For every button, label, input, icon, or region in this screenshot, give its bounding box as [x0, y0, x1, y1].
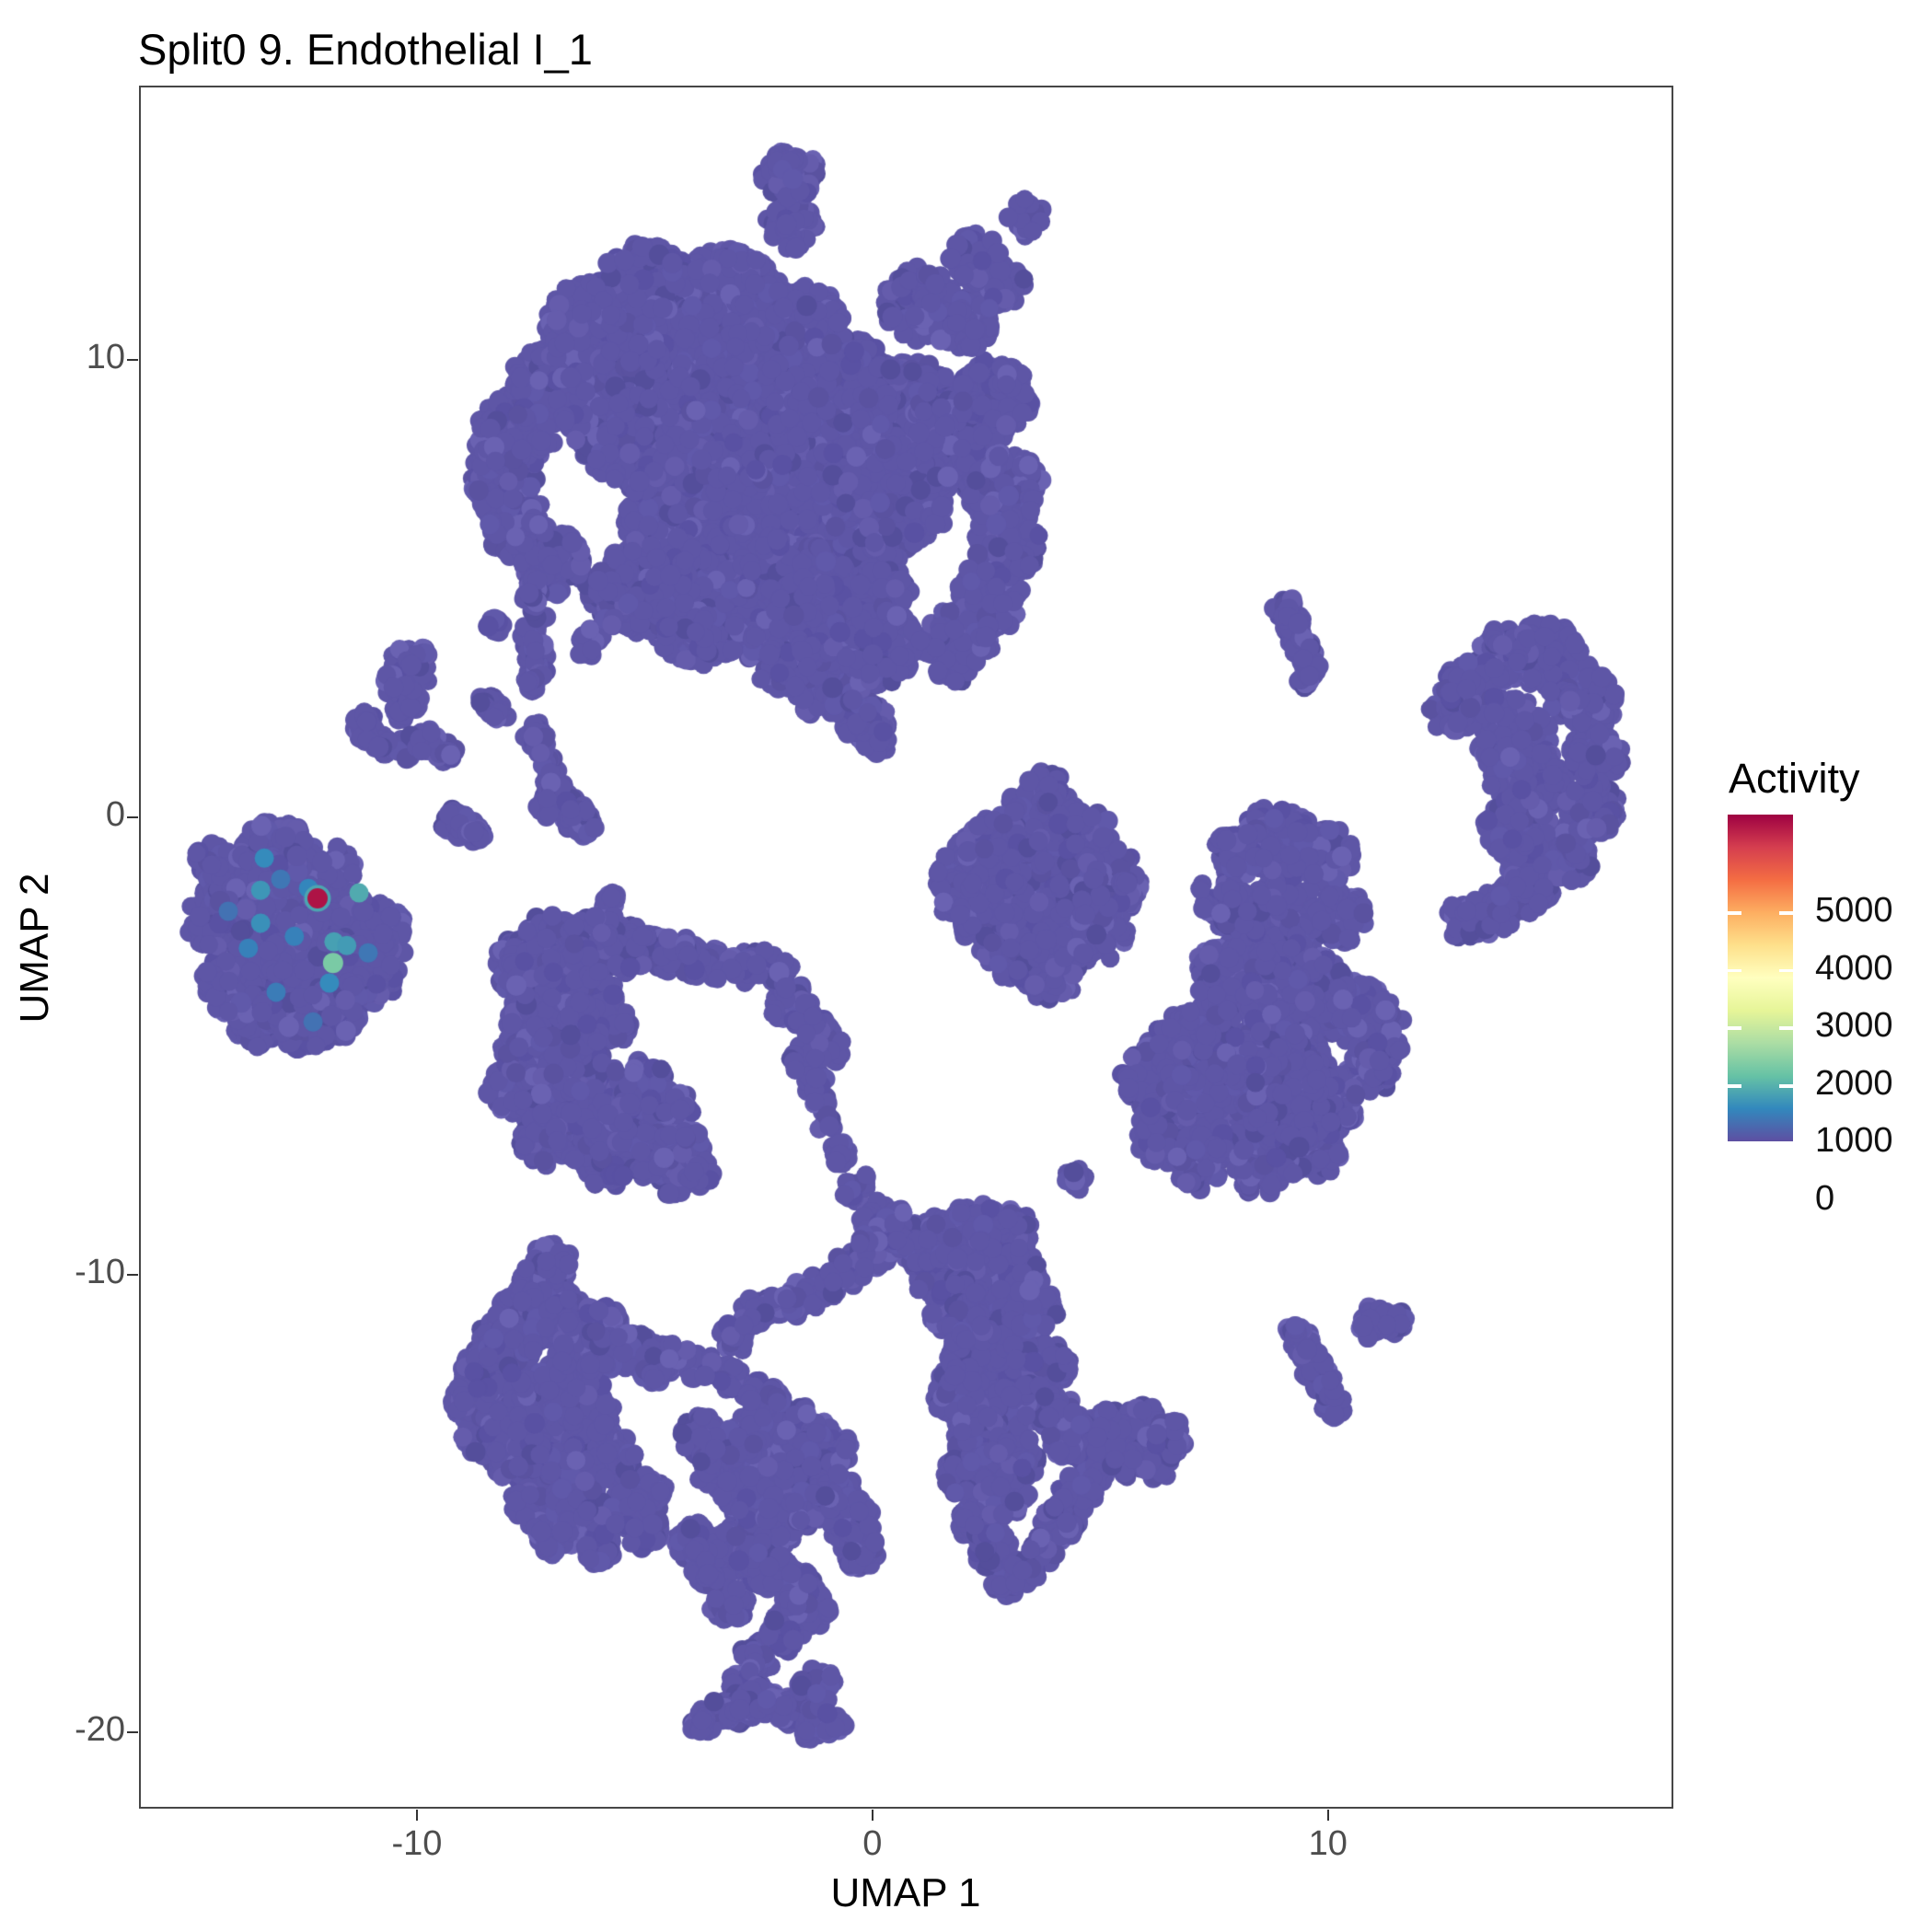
legend-label: 5000	[1815, 890, 1893, 930]
legend-tick-mark	[1779, 1199, 1793, 1203]
y-tick-mark	[127, 1273, 138, 1277]
legend-tick-mark	[1779, 968, 1793, 973]
legend-tick-mark	[1728, 1141, 1741, 1146]
y-tick-label: 0	[105, 795, 125, 835]
legend-tick-mark	[1779, 1141, 1793, 1146]
legend-tick-mark	[1779, 1084, 1793, 1088]
x-axis-title: UMAP 1	[830, 1870, 981, 1915]
legend-label: 2000	[1815, 1063, 1893, 1103]
legend-tick-mark	[1779, 1026, 1793, 1030]
legend-tick-mark	[1779, 911, 1793, 915]
legend-colorbar	[1728, 815, 1793, 1141]
legend-tick-mark	[1728, 911, 1741, 915]
umap-scatter-canvas	[139, 86, 1673, 1809]
x-tick-mark	[415, 1810, 419, 1821]
legend-label: 0	[1815, 1179, 1835, 1218]
y-tick-mark	[127, 1730, 138, 1734]
x-tick-label: 10	[1308, 1824, 1348, 1863]
legend-label: 4000	[1815, 948, 1893, 988]
y-tick-label: 10	[86, 338, 125, 377]
x-tick-label: -10	[391, 1824, 443, 1863]
legend-title: Activity	[1729, 755, 1860, 802]
x-tick-label: 0	[862, 1824, 883, 1863]
legend-label: 1000	[1815, 1121, 1893, 1161]
legend-tick-mark	[1728, 968, 1741, 973]
y-tick-mark	[127, 358, 138, 362]
legend-tick-mark	[1728, 1084, 1741, 1088]
y-tick-label: -20	[75, 1710, 125, 1749]
legend-tick-mark	[1728, 1199, 1741, 1203]
legend-tick-mark	[1728, 1026, 1741, 1030]
x-tick-mark	[871, 1810, 874, 1821]
legend-label: 3000	[1815, 1006, 1893, 1046]
x-tick-mark	[1326, 1810, 1330, 1821]
y-tick-label: -10	[75, 1253, 125, 1292]
plot-title: Split0 9. Endothelial I_1	[138, 25, 593, 74]
y-tick-mark	[127, 816, 138, 819]
